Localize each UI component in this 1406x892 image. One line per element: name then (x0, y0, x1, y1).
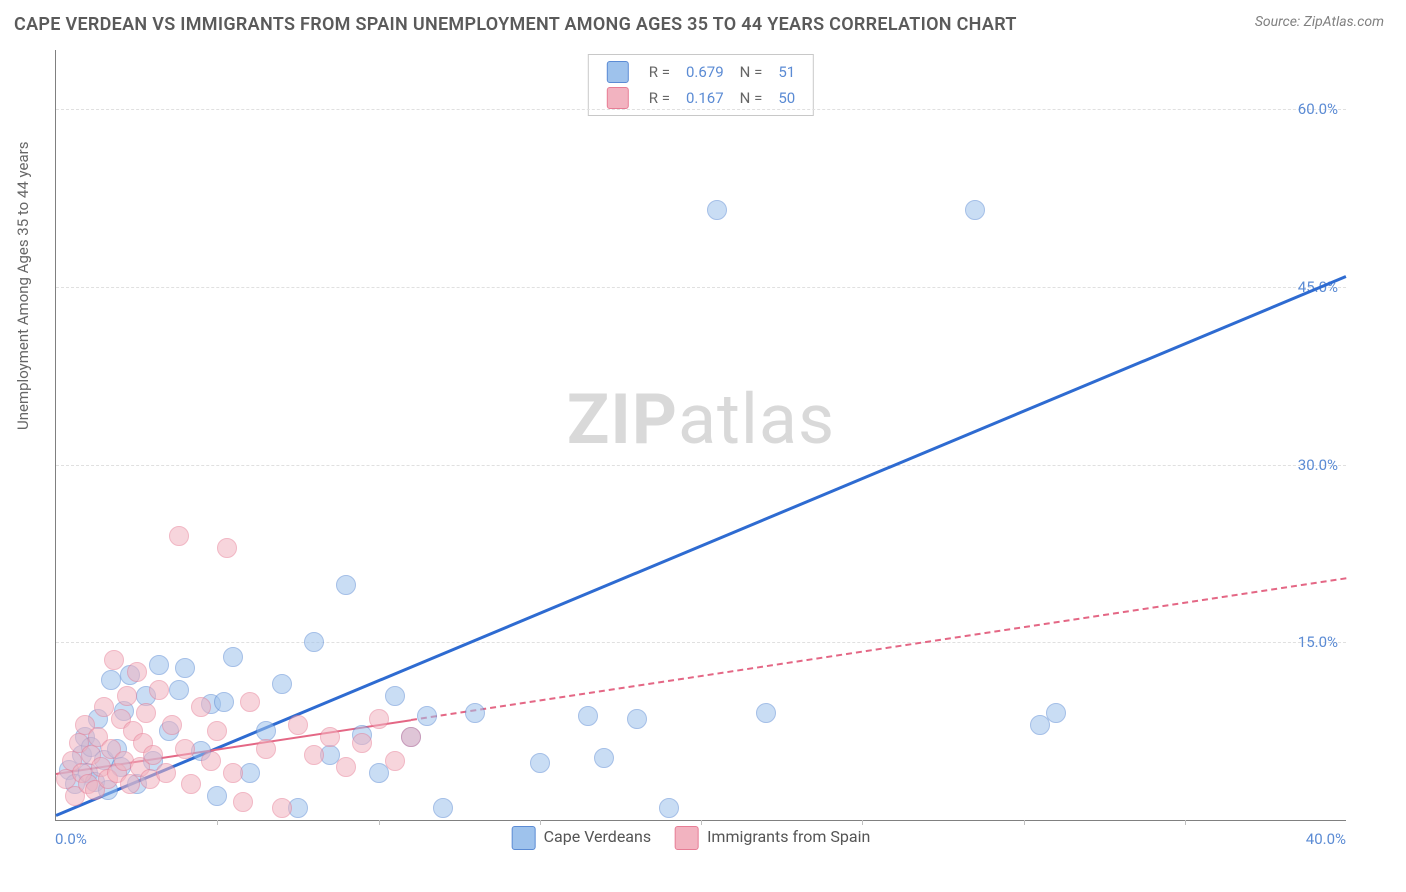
data-point (149, 680, 169, 700)
data-point (756, 703, 776, 723)
data-point (256, 739, 276, 759)
data-point (385, 686, 405, 706)
gridline (56, 465, 1346, 466)
chart-container: CAPE VERDEAN VS IMMIGRANTS FROM SPAIN UN… (0, 0, 1406, 892)
data-point (207, 721, 227, 741)
data-point (201, 751, 221, 771)
data-point (101, 670, 121, 690)
data-point (175, 658, 195, 678)
data-point (207, 786, 227, 806)
data-point (175, 739, 195, 759)
x-minor-tick (862, 820, 863, 825)
data-point (465, 703, 485, 723)
data-point (149, 655, 169, 675)
x-minor-tick (1024, 820, 1025, 825)
data-point (156, 763, 176, 783)
data-point (169, 680, 189, 700)
watermark: ZIPatlas (567, 379, 835, 461)
legend-row: R =0.167N =50 (599, 85, 803, 111)
data-point (385, 751, 405, 771)
data-point (136, 703, 156, 723)
source-label: Source: ZipAtlas.com (1255, 14, 1384, 30)
legend-item: Immigrants from Spain (675, 827, 870, 846)
x-minor-tick (217, 820, 218, 825)
data-point (169, 526, 189, 546)
data-point (304, 745, 324, 765)
correlation-legend: R =0.679N =51R =0.167N =50 (588, 54, 814, 116)
chart-title: CAPE VERDEAN VS IMMIGRANTS FROM SPAIN UN… (14, 14, 1017, 35)
x-tick-min: 0.0% (55, 830, 87, 848)
gridline (56, 642, 1346, 643)
plot-area: ZIPatlas R =0.679N =51R =0.167N =50 15.0… (55, 50, 1346, 821)
data-point (214, 692, 234, 712)
x-minor-tick (540, 820, 541, 825)
data-point (233, 792, 253, 812)
data-point (369, 709, 389, 729)
x-minor-tick (379, 820, 380, 825)
data-point (272, 674, 292, 694)
data-point (336, 575, 356, 595)
series-legend: Cape Verdeans Immigrants from Spain (512, 826, 895, 850)
data-point (336, 757, 356, 777)
data-point (117, 686, 137, 706)
data-point (223, 763, 243, 783)
data-point (594, 748, 614, 768)
data-point (530, 753, 550, 773)
x-tick-max: 40.0% (1306, 830, 1346, 848)
data-point (1046, 703, 1066, 723)
data-point (401, 727, 421, 747)
data-point (352, 733, 372, 753)
regression-line (411, 577, 1347, 721)
data-point (417, 706, 437, 726)
data-point (162, 715, 182, 735)
gridline (56, 109, 1346, 110)
legend-item: Cape Verdeans (512, 827, 651, 846)
data-point (707, 200, 727, 220)
data-point (120, 774, 140, 794)
data-point (143, 745, 163, 765)
y-axis-label: Unemployment Among Ages 35 to 44 years (14, 142, 32, 430)
data-point (240, 692, 260, 712)
x-minor-tick (1185, 820, 1186, 825)
data-point (191, 697, 211, 717)
data-point (223, 647, 243, 667)
data-point (181, 774, 201, 794)
data-point (288, 715, 308, 735)
legend-row: R =0.679N =51 (599, 59, 803, 85)
data-point (659, 798, 679, 818)
y-tick-label: 30.0% (1298, 456, 1338, 474)
data-point (217, 538, 237, 558)
data-point (433, 798, 453, 818)
data-point (127, 662, 147, 682)
regression-line (55, 275, 1346, 817)
y-tick-label: 15.0% (1298, 633, 1338, 651)
data-point (304, 632, 324, 652)
y-tick-label: 60.0% (1298, 100, 1338, 118)
data-point (627, 709, 647, 729)
data-point (578, 706, 598, 726)
x-minor-tick (701, 820, 702, 825)
data-point (104, 650, 124, 670)
data-point (965, 200, 985, 220)
gridline (56, 287, 1346, 288)
data-point (320, 727, 340, 747)
data-point (272, 798, 292, 818)
